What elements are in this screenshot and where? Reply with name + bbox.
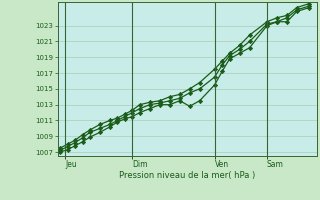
X-axis label: Pression niveau de la mer( hPa ): Pression niveau de la mer( hPa ) bbox=[119, 171, 255, 180]
